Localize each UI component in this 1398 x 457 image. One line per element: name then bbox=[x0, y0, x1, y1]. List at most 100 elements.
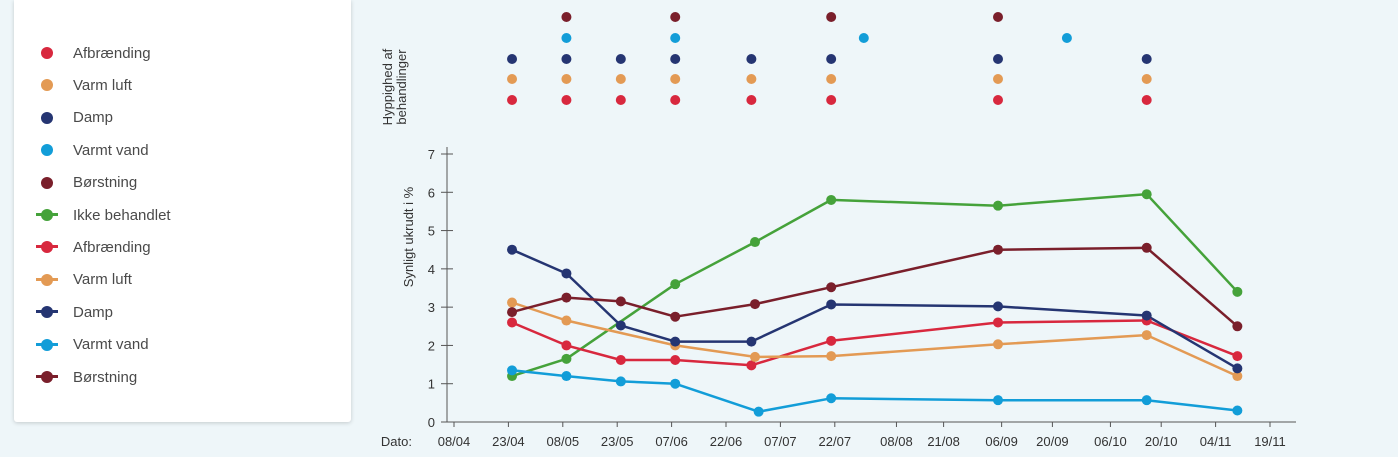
data-point bbox=[561, 371, 572, 382]
y-tick-label: 0 bbox=[428, 415, 435, 430]
treatment-dot bbox=[507, 54, 518, 64]
data-point bbox=[561, 292, 572, 303]
treatment-dot bbox=[670, 12, 681, 22]
legend-item: Varm luft bbox=[36, 270, 132, 290]
x-tick-label: 08/08 bbox=[880, 434, 913, 449]
data-point bbox=[746, 336, 757, 347]
legend-item: Damp bbox=[36, 108, 113, 128]
y-axis-label: Synligt ukrudt i % bbox=[401, 186, 416, 287]
treatment-dot bbox=[507, 74, 518, 84]
x-axis-label: Dato: bbox=[381, 434, 412, 449]
data-point bbox=[670, 311, 681, 322]
x-tick-label: 07/07 bbox=[764, 434, 797, 449]
treatment-dot bbox=[746, 95, 757, 105]
treatment-dot bbox=[993, 54, 1003, 64]
legend-label: Børstning bbox=[73, 174, 138, 192]
treatment-dot bbox=[615, 74, 626, 84]
x-tick-label: 23/05 bbox=[601, 434, 634, 449]
data-point bbox=[826, 194, 837, 205]
data-point bbox=[1232, 371, 1243, 382]
legend-label: Varmt vand bbox=[73, 336, 149, 354]
treatment-dot bbox=[1141, 74, 1152, 84]
data-point bbox=[615, 320, 626, 331]
data-point bbox=[1232, 321, 1243, 332]
x-tick-label: 08/05 bbox=[547, 434, 580, 449]
x-tick-label: 20/09 bbox=[1036, 434, 1069, 449]
treatment-dot bbox=[826, 95, 837, 105]
data-point bbox=[1232, 286, 1243, 297]
series-line bbox=[511, 192, 1239, 378]
data-point bbox=[615, 376, 626, 387]
x-tick-label: 23/04 bbox=[492, 434, 525, 449]
legend-line-dot-icon bbox=[41, 273, 53, 286]
legend-dot-icon bbox=[36, 140, 68, 160]
treatment-dot bbox=[615, 95, 626, 105]
data-point bbox=[993, 244, 1003, 255]
data-point bbox=[670, 279, 681, 290]
treatment-dot bbox=[746, 54, 757, 64]
legend-line-dot-icon bbox=[41, 306, 53, 319]
data-point bbox=[826, 282, 837, 293]
frequency-axis-label-line: behandlinger bbox=[394, 49, 409, 125]
y-tick-label: 4 bbox=[428, 262, 435, 277]
legend-label: Damp bbox=[73, 303, 114, 321]
treatment-dot bbox=[561, 95, 572, 105]
data-point bbox=[561, 340, 572, 351]
data-point bbox=[826, 393, 837, 404]
treatment-dot bbox=[561, 12, 572, 22]
legend-dot-icon bbox=[36, 43, 68, 63]
data-point bbox=[826, 351, 837, 362]
data-point bbox=[561, 315, 572, 326]
data-point bbox=[1141, 242, 1152, 253]
treatment-dot bbox=[507, 95, 518, 105]
treatment-dot bbox=[993, 74, 1003, 84]
y-tick-label: 3 bbox=[428, 300, 435, 315]
treatment-dot bbox=[993, 12, 1003, 22]
legend-line-icon bbox=[36, 270, 68, 290]
legend-dot-icon bbox=[36, 75, 68, 95]
treatment-dot bbox=[561, 74, 572, 84]
treatment-dot bbox=[670, 95, 681, 105]
treatment-dot bbox=[615, 54, 626, 64]
legend-line-icon bbox=[36, 237, 68, 257]
x-tick-label: 22/06 bbox=[710, 434, 743, 449]
data-point bbox=[1141, 330, 1152, 341]
y-tick-label: 6 bbox=[428, 185, 435, 200]
data-point bbox=[753, 406, 764, 417]
legend-dot-icon bbox=[36, 108, 68, 128]
data-point bbox=[561, 353, 572, 364]
x-tick-label: 19/11 bbox=[1254, 434, 1286, 449]
frequency-axis-label-line: Hyppighed af bbox=[380, 48, 395, 125]
data-point bbox=[561, 268, 572, 279]
data-point bbox=[750, 237, 761, 248]
legend-line-dot-icon bbox=[41, 209, 53, 221]
y-tick-label: 2 bbox=[428, 338, 435, 353]
data-point bbox=[993, 301, 1003, 312]
frequency-axis-label: Hyppighed afbehandlinger bbox=[380, 48, 409, 125]
legend-item: Varmt vand bbox=[36, 140, 149, 160]
legend-item: Varm luft bbox=[36, 75, 132, 95]
legend-item: Damp bbox=[36, 302, 113, 322]
treatment-dot bbox=[670, 33, 681, 43]
legend-panel: Afbrænding Varm luft Damp Varmt vand Børstni… bbox=[14, 0, 351, 422]
legend-label: Varm luft bbox=[73, 271, 132, 289]
data-point bbox=[1141, 310, 1152, 321]
legend-line-icon bbox=[36, 335, 68, 355]
legend-label: Afbrænding bbox=[73, 44, 151, 62]
legend-item: Ikke behandlet bbox=[36, 205, 171, 225]
data-point bbox=[993, 339, 1003, 350]
x-tick-label: 04/11 bbox=[1200, 434, 1232, 449]
legend-dot-icon bbox=[41, 111, 53, 124]
treatment-dot bbox=[561, 33, 572, 43]
data-point bbox=[507, 307, 518, 318]
data-point bbox=[507, 317, 518, 328]
treatment-dot bbox=[670, 74, 681, 84]
treatment-dot bbox=[1141, 54, 1152, 64]
legend-dot-icon bbox=[41, 144, 53, 157]
data-point bbox=[1232, 363, 1243, 374]
data-point bbox=[670, 378, 681, 389]
data-point bbox=[507, 297, 518, 308]
data-point bbox=[750, 351, 761, 362]
data-point bbox=[993, 395, 1003, 406]
x-tick-label: 06/10 bbox=[1094, 434, 1127, 449]
